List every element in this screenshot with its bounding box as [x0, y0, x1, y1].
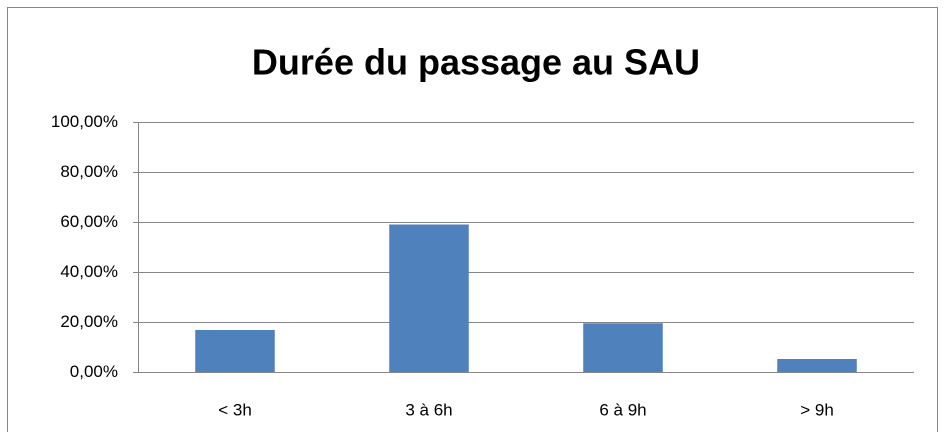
- y-tick-label: 100,00%: [51, 112, 118, 131]
- bar: [195, 330, 275, 372]
- x-tick-label: < 3h: [218, 400, 252, 419]
- bar: [777, 359, 857, 372]
- bar: [389, 224, 469, 372]
- y-tick-label: 0,00%: [70, 362, 118, 381]
- y-tick-label: 60,00%: [60, 212, 118, 231]
- chart-title: Durée du passage au SAU: [252, 42, 700, 83]
- x-tick-label: 6 à 9h: [599, 400, 646, 419]
- y-tick-label: 40,00%: [60, 262, 118, 281]
- x-tick-label: > 9h: [800, 400, 834, 419]
- y-tick-label: 80,00%: [60, 162, 118, 181]
- x-tick-label: 3 à 6h: [405, 400, 452, 419]
- y-tick-label: 20,00%: [60, 312, 118, 331]
- bar: [583, 323, 663, 372]
